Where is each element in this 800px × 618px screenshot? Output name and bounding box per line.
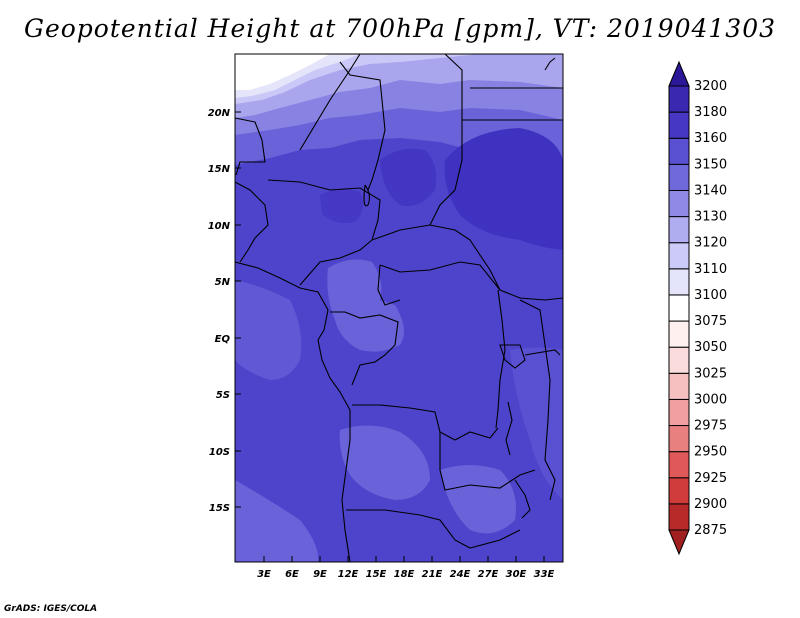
- colorbar-label-3200: 3200: [694, 79, 727, 94]
- colorbar-bottom-arrow: [668, 529, 690, 556]
- boundary-east-africa: [519, 299, 556, 501]
- contour-3140-gulf: [235, 280, 302, 380]
- boundary-niger-libya: [339, 61, 386, 191]
- colorbar-swatch-3130-3140: [668, 189, 690, 218]
- map-frame: [234, 53, 564, 563]
- colorbar-label-2925: 2925: [694, 471, 727, 486]
- boundary-nigeria-cameroon: [299, 239, 373, 286]
- lat-label-5s: 5S: [216, 390, 230, 401]
- boundary-west-africa: [235, 181, 269, 263]
- coastline-red-sea: [544, 57, 556, 71]
- boundary-car-drc: [379, 261, 563, 301]
- contour-3160-west: [320, 189, 364, 223]
- colorbar-label-3100: 3100: [694, 288, 727, 303]
- lake-victoria: [499, 344, 526, 369]
- grads-credit: GrADS: IGES/COLA: [4, 604, 98, 614]
- lake-tanganyika: [505, 401, 513, 456]
- contour-3140-angola: [339, 425, 430, 500]
- lon-label-21e: 21E: [422, 569, 443, 580]
- map-title: Geopotential Height at 700hPa [gpm], VT:…: [23, 14, 777, 43]
- boundary-algeria-mali: [299, 54, 361, 151]
- colorbar-swatch-2925-2950: [668, 451, 690, 479]
- colorbar-label-3180: 3180: [694, 105, 727, 120]
- colorbar-top-arrow: [668, 60, 690, 87]
- colorbar-swatch-2900-2925: [668, 477, 690, 505]
- lake-chad: [363, 184, 371, 207]
- lon-label-3e: 3E: [257, 569, 271, 580]
- lon-label-12e: 12E: [338, 569, 359, 580]
- colorbar-label-2950: 2950: [694, 445, 727, 460]
- colorbar-label-3050: 3050: [694, 340, 727, 355]
- colorbar-swatch-3110-3120: [668, 242, 690, 270]
- colorbar-swatch-3140-3150: [668, 163, 690, 191]
- colorbar-swatch-3100-3110: [668, 268, 690, 296]
- boundary-libya-chad: [429, 54, 463, 226]
- boundary-nigeria-niger: [267, 179, 381, 241]
- lon-label-18e: 18E: [394, 569, 415, 580]
- colorbar-label-3000: 3000: [694, 392, 727, 407]
- colorbar-swatch-3160-3180: [668, 111, 690, 139]
- contour-3140-zambia: [440, 465, 516, 534]
- colorbar-label-3025: 3025: [694, 366, 727, 381]
- colorbar-label-2900: 2900: [694, 497, 727, 512]
- colorbar-swatch-3150-3160: [668, 137, 690, 165]
- lat-label-eq: EQ: [215, 334, 231, 345]
- colorbar-swatch-3000-3025: [668, 372, 690, 400]
- colorbar-label-3160: 3160: [694, 131, 727, 146]
- lon-label-27e: 27E: [478, 569, 499, 580]
- country-boundaries: [235, 54, 563, 562]
- colorbar: 2875 2900 2925 2950 2975 3000 3025 3050 3075 3100…: [668, 60, 727, 556]
- lon-label-6e: 6E: [285, 569, 299, 580]
- contour-3160-east: [444, 128, 563, 250]
- colorbar-label-3120: 3120: [694, 236, 727, 251]
- contour-below-3100: [235, 54, 330, 90]
- boundary-car-sudan: [371, 224, 501, 291]
- lat-label-20n: 20N: [208, 108, 231, 119]
- colorbar-label-2975: 2975: [694, 419, 727, 434]
- lon-label-15e: 15E: [366, 569, 387, 580]
- boundary-west-sahara: [235, 117, 266, 176]
- lon-label-9e: 9E: [313, 569, 327, 580]
- lake-malawi: [514, 479, 531, 519]
- boundary-namibia: [346, 509, 521, 549]
- colorbar-swatch-3180-3200: [668, 85, 690, 113]
- colorbar-label-3075: 3075: [694, 314, 727, 329]
- contour-3160-central: [380, 148, 437, 206]
- lat-label-5n: 5N: [215, 277, 231, 288]
- lat-label-10s: 10S: [209, 447, 230, 458]
- lon-label-33e: 33E: [534, 569, 555, 580]
- coastline-gulf: [235, 261, 329, 341]
- lat-label-10n: 10N: [208, 221, 231, 232]
- colorbar-label-3140: 3140: [694, 183, 727, 198]
- colorbar-swatch-3075-3100: [668, 294, 690, 322]
- colorbar-label-2875: 2875: [694, 523, 727, 538]
- boundary-gabon-congo: [330, 311, 399, 386]
- coastline-southwest: [317, 339, 351, 562]
- colorbar-swatch-2875-2900: [668, 503, 690, 531]
- lon-label-30e: 30E: [506, 569, 527, 580]
- lat-label-15n: 15N: [208, 164, 231, 175]
- contour-3140-southwest: [235, 480, 319, 562]
- latitude-axis: 20N 15N 10N 5N EQ 5S 10S 15S: [208, 108, 241, 514]
- height-field: [235, 54, 563, 562]
- contour-3140-congo: [327, 259, 404, 352]
- boundary-cameroon-car: [377, 264, 401, 306]
- lat-label-15s: 15S: [209, 503, 230, 514]
- colorbar-swatch-2975-3000: [668, 398, 690, 427]
- lon-label-24e: 24E: [450, 569, 471, 580]
- colorbar-label-3150: 3150: [694, 157, 727, 172]
- longitude-axis: 3E 6E 9E 12E 15E 18E 21E 24E 27E 30E 33E: [257, 556, 555, 580]
- colorbar-label-3130: 3130: [694, 210, 727, 225]
- colorbar-swatch-3050-3075: [668, 320, 690, 348]
- colorbar-swatch-3025-3050: [668, 346, 690, 374]
- boundary-angola-zambia: [439, 432, 536, 491]
- boundary-kenya: [524, 349, 561, 356]
- colorbar-label-3110: 3110: [694, 262, 727, 277]
- colorbar-swatch-2950-2975: [668, 425, 690, 453]
- boundary-drc-east: [495, 289, 506, 429]
- colorbar-swatch-3120-3130: [668, 216, 690, 244]
